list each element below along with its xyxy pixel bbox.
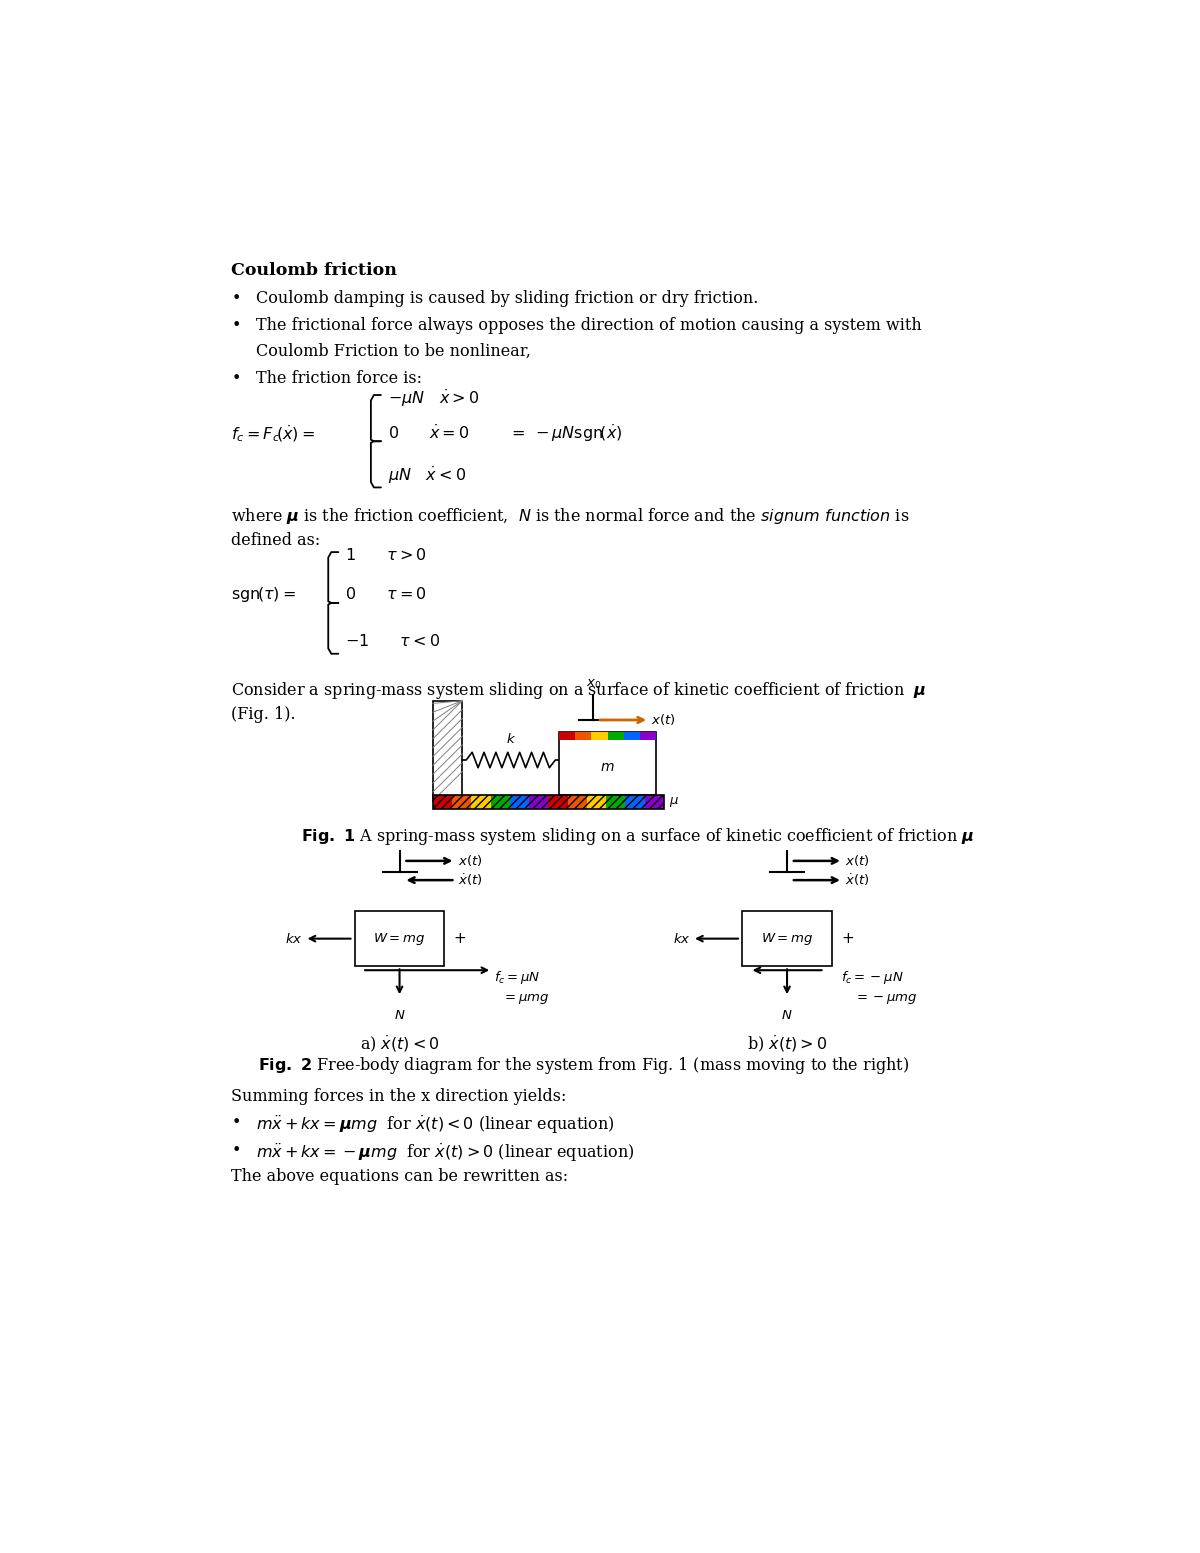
Text: $x(t)$: $x(t)$ <box>845 854 870 868</box>
Text: $\mu$: $\mu$ <box>670 795 679 809</box>
Text: •: • <box>232 317 241 334</box>
Text: $-1\qquad\tau<0$: $-1\qquad\tau<0$ <box>346 634 440 649</box>
Bar <box>606 795 625 809</box>
Text: •: • <box>232 290 241 307</box>
Text: $\dot{x}(t)$: $\dot{x}(t)$ <box>845 873 870 888</box>
Text: a) $\dot{x}(t) < 0$: a) $\dot{x}(t) < 0$ <box>360 1034 439 1054</box>
Text: $\mu N\quad \dot{x}<0$: $\mu N\quad \dot{x}<0$ <box>388 464 466 486</box>
Text: The frictional force always opposes the direction of motion causing a system wit: The frictional force always opposes the … <box>256 317 922 334</box>
Bar <box>491 795 510 809</box>
Text: $=\;-\mu N\mathrm{sgn}\!\left(\dot{x}\right)$: $=\;-\mu N\mathrm{sgn}\!\left(\dot{x}\ri… <box>508 422 623 444</box>
Text: $kx$: $kx$ <box>286 932 304 946</box>
Text: Consider a spring-mass system sliding on a surface of kinetic coefficient of fri: Consider a spring-mass system sliding on… <box>232 680 928 700</box>
Text: Coulomb friction: Coulomb friction <box>232 262 397 280</box>
Bar <box>644 795 664 809</box>
Text: (Fig. 1).: (Fig. 1). <box>232 707 296 724</box>
Bar <box>575 733 592 739</box>
Text: where $\boldsymbol{\mu}$ is the friction coefficient,  $N$ is the normal force a: where $\boldsymbol{\mu}$ is the friction… <box>232 506 910 526</box>
Bar <box>548 795 568 809</box>
Bar <box>743 912 832 966</box>
Text: Summing forces in the x direction yields:: Summing forces in the x direction yields… <box>232 1089 566 1106</box>
Bar <box>452 795 472 809</box>
Text: $f_c = F_c\!\left(\dot{x}\right)=$: $f_c = F_c\!\left(\dot{x}\right)=$ <box>232 424 316 444</box>
Bar <box>529 795 548 809</box>
Text: $0\qquad\tau=0$: $0\qquad\tau=0$ <box>346 585 427 603</box>
Text: •: • <box>232 370 241 387</box>
Text: $W = mg$: $W = mg$ <box>761 930 814 947</box>
Bar <box>559 733 575 739</box>
Bar <box>433 795 664 809</box>
Bar <box>433 700 462 801</box>
Text: $f_c = \mu N$: $f_c = \mu N$ <box>494 969 541 986</box>
Text: $m\ddot{x} + kx = \boldsymbol{\mu}mg$  for $\dot{x}(t) < 0$ (linear equation): $m\ddot{x} + kx = \boldsymbol{\mu}mg$ fo… <box>256 1114 614 1137</box>
Bar <box>510 795 529 809</box>
Text: $x(t)$: $x(t)$ <box>652 713 676 727</box>
Text: $= -\mu mg$: $= -\mu mg$ <box>854 992 918 1006</box>
Bar <box>624 733 640 739</box>
Text: $x(t)$: $x(t)$ <box>457 854 482 868</box>
Text: Coulomb damping is caused by sliding friction or dry friction.: Coulomb damping is caused by sliding fri… <box>256 290 758 307</box>
Bar <box>355 912 444 966</box>
Bar <box>433 795 452 809</box>
Text: defined as:: defined as: <box>232 533 320 550</box>
Text: $k$: $k$ <box>505 731 516 745</box>
Text: $\dot{x}(t)$: $\dot{x}(t)$ <box>457 873 482 888</box>
Text: The above equations can be rewritten as:: The above equations can be rewritten as: <box>232 1168 569 1185</box>
Text: $N$: $N$ <box>781 1009 793 1022</box>
Text: $N$: $N$ <box>394 1009 406 1022</box>
Text: Coulomb Friction to be nonlinear,: Coulomb Friction to be nonlinear, <box>256 343 532 360</box>
Text: $x_0$: $x_0$ <box>586 677 601 691</box>
Bar <box>472 795 491 809</box>
Text: $\mathbf{Fig.\ 2}$ Free-body diagram for the system from Fig. 1 (mass moving to : $\mathbf{Fig.\ 2}$ Free-body diagram for… <box>258 1054 910 1076</box>
Bar <box>587 795 606 809</box>
Text: b) $\dot{x}(t) > 0$: b) $\dot{x}(t) > 0$ <box>746 1034 827 1054</box>
Text: $+$: $+$ <box>454 932 467 946</box>
Text: •: • <box>232 1141 241 1159</box>
Text: The friction force is:: The friction force is: <box>256 370 422 387</box>
Text: $m\ddot{x} + kx = -\boldsymbol{\mu}mg$  for $\dot{x}(t) > 0$ (linear equation): $m\ddot{x} + kx = -\boldsymbol{\mu}mg$ f… <box>256 1141 635 1163</box>
Text: $+$: $+$ <box>841 932 854 946</box>
Bar <box>640 733 656 739</box>
Text: $\mathrm{sgn}\!\left(\tau\right)=$: $\mathrm{sgn}\!\left(\tau\right)=$ <box>232 585 296 604</box>
Text: •: • <box>232 1114 241 1131</box>
Bar <box>559 733 656 795</box>
Bar <box>625 795 644 809</box>
Text: $W = mg$: $W = mg$ <box>373 930 426 947</box>
Bar <box>568 795 587 809</box>
Text: $1\qquad\tau>0$: $1\qquad\tau>0$ <box>346 547 427 564</box>
Text: $kx$: $kx$ <box>673 932 690 946</box>
Text: $0\qquad \dot{x}=0$: $0\qquad \dot{x}=0$ <box>388 424 469 443</box>
Bar <box>592 733 607 739</box>
Bar <box>607 733 624 739</box>
Text: $= \mu mg$: $= \mu mg$ <box>503 992 550 1006</box>
Text: $m$: $m$ <box>600 759 614 773</box>
Text: $-\mu N\quad \dot{x}>0$: $-\mu N\quad \dot{x}>0$ <box>388 388 479 408</box>
Text: $\mathbf{Fig.\ 1}$ A spring-mass system sliding on a surface of kinetic coeffici: $\mathbf{Fig.\ 1}$ A spring-mass system … <box>301 826 974 848</box>
Text: $f_c = -\mu N$: $f_c = -\mu N$ <box>841 969 904 986</box>
